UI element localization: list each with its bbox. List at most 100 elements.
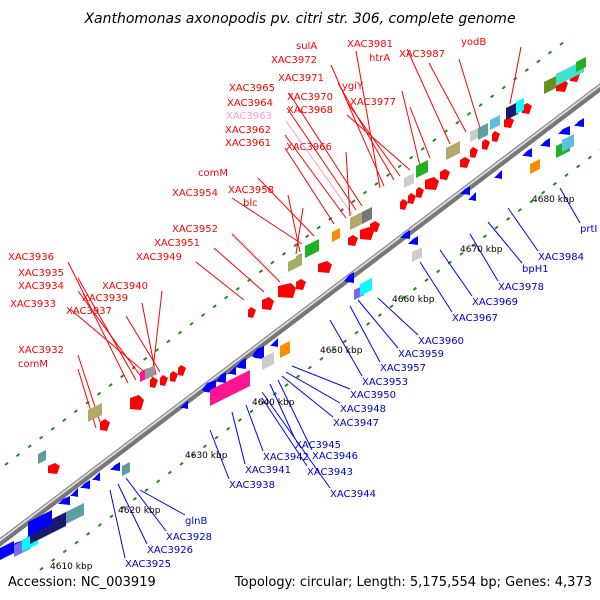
gene-arrow[interactable] xyxy=(150,377,158,388)
reverse-gene-label[interactable]: XAC3944 xyxy=(330,489,376,500)
reverse-gene-label[interactable]: XAC3946 xyxy=(312,451,358,462)
reverse-gene-label[interactable]: XAC3957 xyxy=(380,363,426,374)
gene-arrow[interactable] xyxy=(482,139,490,150)
gene-arrow[interactable] xyxy=(400,230,410,239)
forward-gene-label[interactable]: XAC3940 xyxy=(102,281,148,292)
gene-arrow[interactable] xyxy=(408,193,416,204)
gene-arrow[interactable] xyxy=(70,488,78,497)
gene-arrow[interactable] xyxy=(92,472,100,481)
forward-gene-label[interactable]: XAC3963 xyxy=(226,111,272,122)
gene-block[interactable] xyxy=(470,127,480,142)
forward-gene-label[interactable]: XAC3952 xyxy=(172,224,218,235)
forward-gene-label[interactable]: XAC3977 xyxy=(350,97,396,108)
gene-arrow[interactable] xyxy=(170,371,178,382)
reverse-gene-label[interactable]: XAC3943 xyxy=(307,467,353,478)
reverse-gene-label[interactable]: XAC3938 xyxy=(229,480,275,491)
gene-arrow[interactable] xyxy=(296,279,306,290)
gene-block[interactable] xyxy=(288,258,296,272)
gene-block[interactable] xyxy=(296,253,302,268)
gene-arrow[interactable] xyxy=(504,117,514,128)
forward-gene-label[interactable]: XAC3958 xyxy=(228,185,274,196)
forward-gene-label[interactable]: comM xyxy=(18,359,48,370)
forward-gene-label[interactable]: XAC3934 xyxy=(18,281,64,292)
gene-arrow[interactable] xyxy=(470,147,478,158)
gene-block[interactable] xyxy=(478,123,488,140)
forward-gene-label[interactable]: XAC3932 xyxy=(18,345,64,356)
forward-gene-label[interactable]: ygiY xyxy=(342,81,364,92)
gene-arrow[interactable] xyxy=(344,272,354,283)
gene-block[interactable] xyxy=(262,352,274,370)
reverse-gene-label[interactable]: glnB xyxy=(185,516,207,527)
forward-gene-label[interactable]: blc xyxy=(243,198,258,209)
gene-block[interactable] xyxy=(490,115,500,130)
gene-arrow[interactable] xyxy=(416,187,424,198)
forward-gene-label[interactable]: yodB xyxy=(461,37,486,48)
reverse-gene-label[interactable]: XAC3928 xyxy=(166,532,212,543)
gene-arrow[interactable] xyxy=(348,235,358,246)
gene-arrow[interactable] xyxy=(228,366,236,375)
gene-block[interactable] xyxy=(122,462,130,476)
gene-arrow[interactable] xyxy=(180,400,188,409)
gene-block[interactable] xyxy=(88,403,102,422)
forward-gene-label[interactable]: XAC3964 xyxy=(227,98,273,109)
gene-arrow[interactable] xyxy=(440,169,450,180)
forward-gene-label[interactable]: XAC3962 xyxy=(225,125,271,136)
gene-arrow[interactable] xyxy=(460,157,470,168)
forward-gene-label[interactable]: XAC3971 xyxy=(278,73,324,84)
reverse-gene-label[interactable]: XAC3960 xyxy=(418,336,464,347)
forward-gene-label[interactable]: XAC3981 xyxy=(347,39,393,50)
forward-gene-label[interactable]: htrA xyxy=(369,53,390,64)
gene-arrow[interactable] xyxy=(262,297,274,310)
reverse-gene-label[interactable]: XAC3953 xyxy=(362,377,408,388)
forward-gene-label[interactable]: XAC3939 xyxy=(82,293,128,304)
forward-gene-label[interactable]: XAC3937 xyxy=(66,306,112,317)
reverse-gene-label[interactable]: bpH1 xyxy=(522,264,549,275)
reverse-gene-label[interactable]: XAC3969 xyxy=(472,297,518,308)
reverse-gene-label[interactable]: XAC3984 xyxy=(538,252,584,263)
reverse-gene-label[interactable]: XAC3950 xyxy=(350,390,396,401)
forward-gene-label[interactable]: XAC3968 xyxy=(287,105,333,116)
gene-arrow[interactable] xyxy=(110,462,120,471)
gene-block[interactable] xyxy=(544,76,556,94)
reverse-gene-label[interactable]: XAC3941 xyxy=(245,465,291,476)
gene-arrow[interactable] xyxy=(425,177,439,190)
gene-arrow[interactable] xyxy=(522,148,532,157)
gene-block[interactable] xyxy=(305,239,319,258)
reverse-gene-label[interactable]: XAC3926 xyxy=(147,545,193,556)
gene-arrow[interactable] xyxy=(468,192,476,201)
gene-arrow[interactable] xyxy=(278,283,296,298)
reverse-gene-label[interactable]: XAC3942 xyxy=(263,452,309,463)
forward-gene-label[interactable]: XAC3970 xyxy=(287,92,333,103)
gene-arrow[interactable] xyxy=(370,221,380,232)
forward-gene-label[interactable]: XAC3949 xyxy=(136,252,182,263)
gene-block[interactable] xyxy=(280,341,290,358)
reverse-gene-label[interactable]: XAC3948 xyxy=(340,404,386,415)
gene-arrow[interactable] xyxy=(216,372,226,383)
gene-block[interactable] xyxy=(446,141,460,160)
reverse-gene-label[interactable]: prtI xyxy=(580,224,597,235)
gene-arrow[interactable] xyxy=(522,103,532,114)
forward-gene-label[interactable]: XAC3936 xyxy=(8,252,54,263)
gene-arrow[interactable] xyxy=(408,236,418,245)
forward-gene-label[interactable]: XAC3935 xyxy=(18,268,64,279)
gene-block[interactable] xyxy=(66,503,84,524)
gene-arrow[interactable] xyxy=(178,365,186,376)
gene-arrow[interactable] xyxy=(48,463,60,474)
gene-block[interactable] xyxy=(516,98,524,114)
reverse-gene-label[interactable]: XAC3978 xyxy=(498,282,544,293)
reverse-gene-label[interactable]: XAC3947 xyxy=(333,418,379,429)
gene-block[interactable] xyxy=(332,228,340,242)
gene-arrow[interactable] xyxy=(540,138,550,147)
forward-gene-label[interactable]: XAC3954 xyxy=(172,188,218,199)
gene-block[interactable] xyxy=(360,278,372,296)
gene-arrow[interactable] xyxy=(400,199,408,210)
gene-block[interactable] xyxy=(404,173,414,188)
forward-gene-label[interactable]: XAC3965 xyxy=(229,83,275,94)
gene-block[interactable] xyxy=(576,57,586,72)
gene-arrow[interactable] xyxy=(100,419,110,431)
gene-block[interactable] xyxy=(506,102,518,120)
reverse-gene-label[interactable]: XAC3959 xyxy=(398,349,444,360)
gene-arrow[interactable] xyxy=(318,261,332,273)
forward-gene-label[interactable]: XAC3933 xyxy=(10,299,56,310)
gene-arrow[interactable] xyxy=(574,118,584,127)
